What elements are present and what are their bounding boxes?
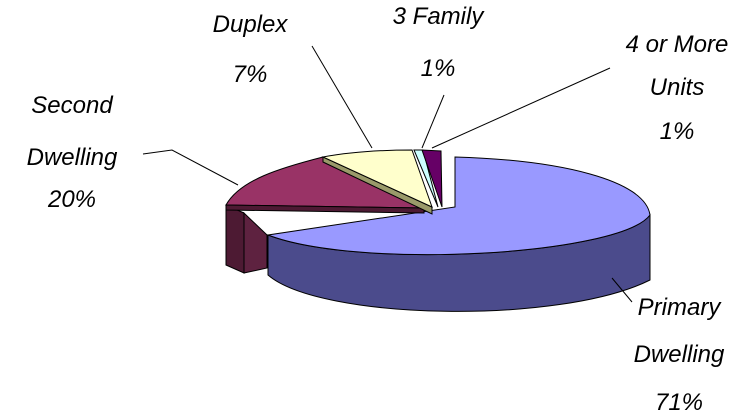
- leader-4-or-more: [431, 67, 611, 149]
- label-4-or-more-line1: 4 or More: [626, 31, 729, 58]
- leader-3-family: [421, 94, 445, 149]
- leader-lines: [142, 45, 633, 303]
- label-primary-dwelling-line1: Primary: [638, 294, 723, 321]
- slice-second-dwelling-side: [225, 204, 245, 274]
- label-primary-dwelling-line2: Dwelling: [634, 341, 725, 368]
- label-primary-dwelling-value: 71%: [655, 389, 703, 416]
- label-duplex-value: 7%: [233, 61, 268, 88]
- leader-duplex: [311, 45, 373, 149]
- leader-primary-dwelling: [611, 277, 633, 303]
- label-duplex-name: Duplex: [213, 11, 289, 38]
- slice-3-family: [413, 149, 439, 208]
- label-3-family-value: 1%: [421, 55, 456, 82]
- slice-labels: Duplex 7% 3 Family 1% 4 or More Units 1%…: [27, 3, 729, 416]
- label-second-dwelling-line1: Second: [31, 92, 113, 119]
- slice-second-dwelling-front: [225, 204, 425, 214]
- label-3-family-name: 3 Family: [393, 3, 486, 30]
- slice-primary-dwelling: [266, 156, 651, 256]
- label-4-or-more-value: 1%: [660, 118, 695, 145]
- label-second-dwelling-line2: Dwelling: [27, 144, 118, 171]
- label-second-dwelling-value: 20%: [47, 186, 96, 213]
- pie-slices: [225, 149, 651, 312]
- slice-second-dwelling: [225, 156, 425, 209]
- leader-second-dwelling: [142, 149, 239, 186]
- slice-second-dwelling-side-2: [243, 211, 268, 274]
- label-4-or-more-line2: Units: [650, 74, 705, 101]
- slice-duplex: [321, 149, 433, 208]
- slice-4-or-more-units: [421, 149, 443, 208]
